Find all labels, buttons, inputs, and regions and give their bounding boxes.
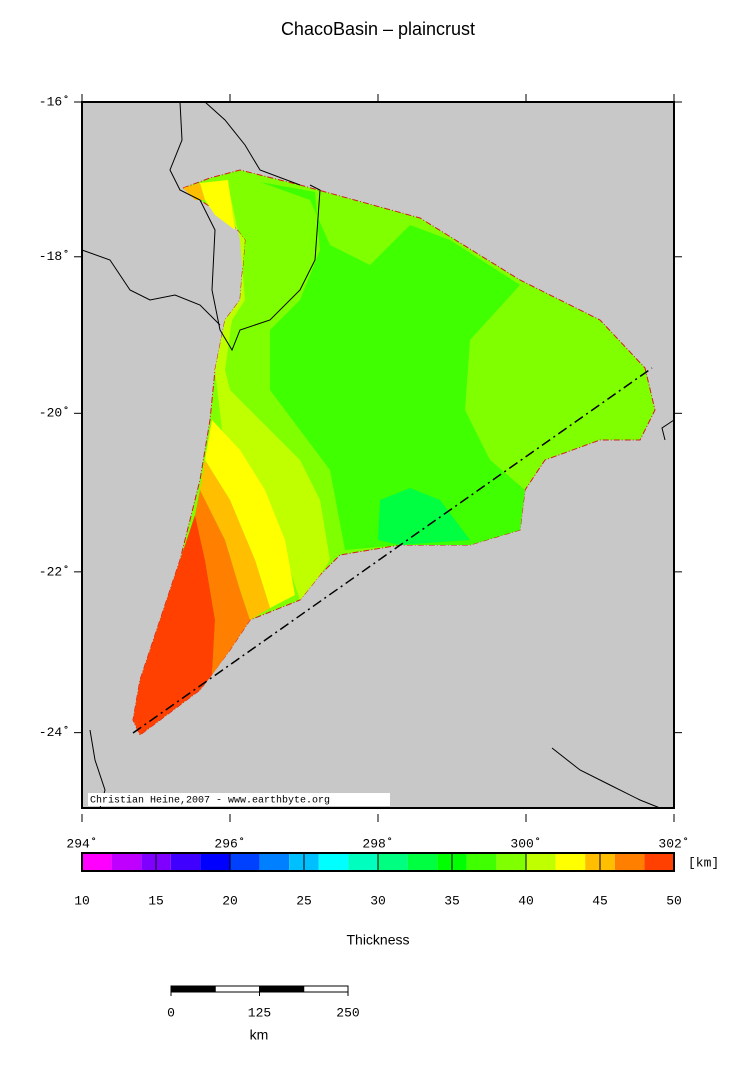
credit-box	[88, 793, 390, 806]
section-line	[132, 367, 653, 734]
colorbar-tick-label: 10	[74, 893, 90, 908]
colorbar-tick-label: 40	[518, 893, 534, 908]
title: ChacoBasin – plaincrust	[281, 19, 475, 39]
colorbar-tick-label: 25	[296, 893, 312, 908]
colorbar-segment	[318, 853, 349, 871]
x-tick-label: 302˚	[658, 836, 689, 851]
colorbar-segment	[555, 853, 586, 871]
colorbar-segment	[82, 853, 112, 871]
thickness-band	[195, 490, 250, 675]
colorbar-tick-label: 50	[666, 893, 682, 908]
thickness-band	[378, 488, 470, 545]
scalebar-segment	[259, 985, 305, 993]
thickness-band	[205, 420, 295, 608]
colorbar-segment	[378, 853, 408, 871]
colorbar-segment	[170, 853, 201, 871]
scalebar-segment	[170, 985, 216, 993]
y-tick-label: -16˚	[39, 94, 70, 109]
scalebar-unit: km	[250, 1027, 269, 1043]
colorbar-segment	[526, 853, 556, 871]
scalebar-tick-label: 125	[248, 1005, 271, 1020]
thickness-band	[215, 185, 330, 600]
basin	[132, 169, 656, 736]
colorbar-segment	[200, 853, 230, 871]
border-line	[661, 419, 675, 441]
colorbar-segment	[496, 853, 526, 871]
colorbar-unit: [km]	[688, 855, 719, 870]
x-tick-label: 294˚	[66, 836, 97, 851]
y-tick-label: -18˚	[39, 249, 70, 264]
colorbar-segment	[111, 853, 142, 871]
scalebar-tick-label: 0	[167, 1005, 175, 1020]
credit: Christian Heine,2007 - www.earthbyte.org	[90, 795, 330, 807]
border-line	[81, 249, 221, 326]
colorbar-segment	[348, 853, 378, 871]
colorbar-tick-label: 35	[444, 893, 460, 908]
y-tick-label: -24˚	[39, 725, 70, 740]
y-tick-label: -22˚	[39, 564, 70, 579]
thickness-band	[183, 183, 205, 200]
x-tick-label: 296˚	[214, 836, 245, 851]
colorbar-tick-label: 45	[592, 893, 608, 908]
borders	[81, 101, 675, 809]
colorbar-tick-label: 15	[148, 893, 164, 908]
thickness-band	[200, 460, 270, 620]
colorbar-tick-label: 30	[370, 893, 386, 908]
border-line	[169, 101, 321, 352]
colorbar-segment	[466, 853, 497, 871]
x-tick-label: 298˚	[362, 836, 393, 851]
colorbar-segment	[644, 853, 674, 871]
colorbar-segment	[407, 853, 438, 871]
thickness-band	[133, 515, 215, 735]
border-line	[551, 747, 661, 809]
scalebar-segment	[303, 985, 349, 993]
x-tick-label: 300˚	[510, 836, 541, 851]
colorbar-label: Thickness	[346, 932, 409, 948]
thickness-band	[260, 182, 525, 550]
colorbar-segment	[259, 853, 290, 871]
thickness-band	[200, 180, 235, 230]
scalebar-segment	[214, 985, 260, 993]
colorbar-tick-label: 20	[222, 893, 238, 908]
colorbar-segment	[614, 853, 645, 871]
scalebar-tick-label: 250	[336, 1005, 359, 1020]
y-tick-label: -20˚	[39, 406, 70, 421]
colorbar-segment	[230, 853, 260, 871]
border-line	[204, 101, 301, 186]
